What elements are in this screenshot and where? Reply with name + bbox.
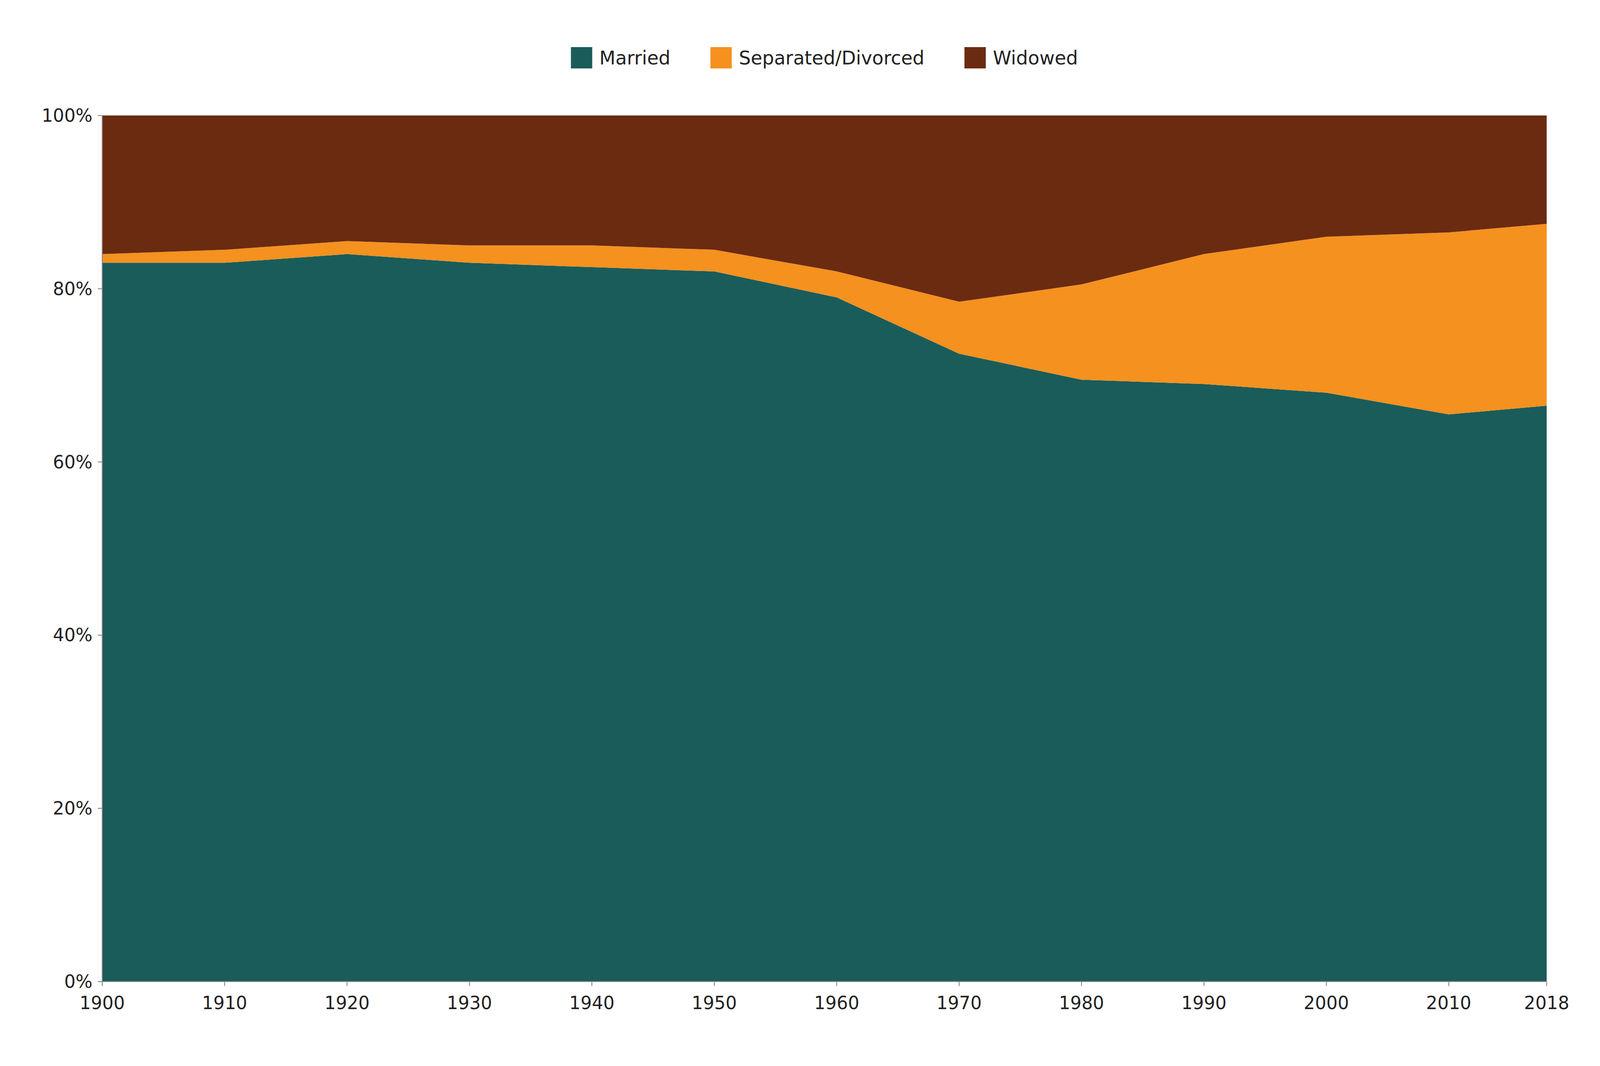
x-tick	[958, 981, 960, 987]
x-tick-label: 1950	[691, 992, 737, 1014]
x-tick	[591, 981, 593, 987]
y-tick	[97, 288, 103, 290]
x-tick	[101, 981, 103, 987]
x-tick-label: 1900	[79, 992, 125, 1014]
x-tick	[1546, 981, 1548, 987]
y-tick-label: 100%	[41, 105, 93, 126]
legend-label: Married	[599, 47, 671, 69]
y-tick	[97, 981, 103, 983]
x-tick	[1080, 981, 1082, 987]
x-tick-label: 2018	[1524, 992, 1570, 1014]
x-tick	[836, 981, 838, 987]
legend-item: Widowed	[964, 47, 1078, 69]
y-tick-label: 40%	[52, 624, 93, 646]
legend: Married Separated/Divorced Widowed	[571, 47, 1079, 69]
x-tick	[1325, 981, 1327, 987]
legend-label: Widowed	[992, 47, 1078, 69]
chart-svg: 0% 20% 40% 60% 80% 100% 1900 1910 1920 1930 1940 19…	[0, 0, 1600, 1066]
x-tick-label: 2000	[1303, 992, 1349, 1014]
x-tick	[224, 981, 225, 987]
x-tick	[468, 981, 470, 987]
x-tick-label: 1980	[1058, 992, 1104, 1014]
x-tick	[346, 981, 348, 987]
x-tick-label: 1910	[202, 992, 248, 1014]
x-tick-label: 2010	[1426, 992, 1472, 1014]
y-tick	[97, 808, 103, 809]
chart-container: 0% 20% 40% 60% 80% 100% 1900 1910 1920 1930 1940 19…	[0, 0, 1600, 1066]
x-axis-line	[102, 981, 1547, 983]
legend-label: Separated/Divorced	[738, 47, 925, 69]
legend-swatch	[964, 47, 986, 69]
y-tick	[97, 115, 103, 116]
y-axis-line	[101, 115, 103, 982]
x-tick-label: 1930	[446, 992, 492, 1014]
grid-line	[102, 981, 1547, 983]
legend-item: Married	[571, 47, 671, 69]
x-tick	[1203, 981, 1205, 987]
x-tick	[1448, 981, 1450, 987]
x-tick-label: 1970	[936, 992, 982, 1014]
x-tick-label: 1940	[569, 992, 615, 1014]
x-tick	[713, 981, 715, 987]
legend-swatch	[710, 47, 732, 69]
areas	[102, 115, 1547, 982]
y-tick-label: 0%	[64, 971, 93, 992]
legend-swatch	[571, 47, 593, 69]
y-tick-label: 60%	[52, 452, 93, 473]
x-tick-label: 1990	[1181, 992, 1227, 1014]
axes: 0% 20% 40% 60% 80% 100% 1900 1910 1920 1930 1940 19…	[41, 105, 1570, 1014]
y-tick	[97, 461, 103, 463]
y-tick-label: 80%	[52, 278, 93, 300]
legend-item: Separated/Divorced	[710, 47, 925, 69]
x-tick-label: 1920	[324, 992, 370, 1014]
grid	[102, 115, 1547, 982]
y-tick	[97, 634, 103, 636]
x-tick-label: 1960	[814, 992, 860, 1014]
y-tick-label: 20%	[52, 798, 93, 819]
area-series	[102, 115, 1547, 302]
